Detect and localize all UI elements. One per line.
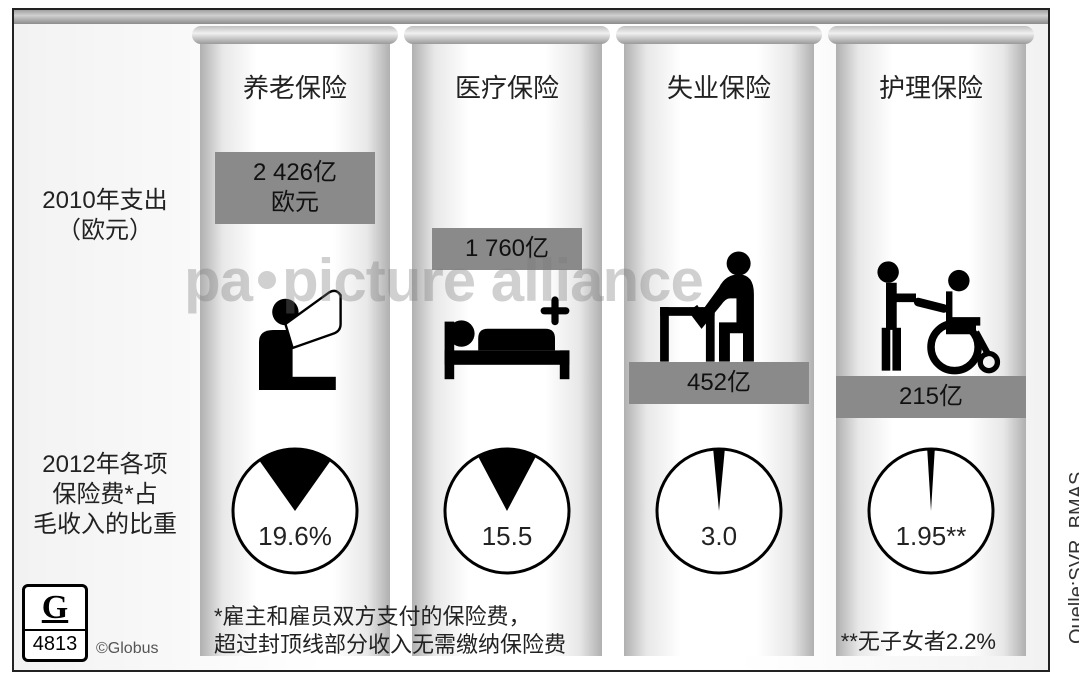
- pillar-cap: [828, 26, 1034, 44]
- pie-percent-label: 19.6%: [230, 521, 360, 552]
- footnote-employer: *雇主和雇员双方支付的保险费， 超过封顶线部分收入无需缴纳保险费: [214, 603, 566, 660]
- column-title: 护理保险: [836, 68, 1026, 105]
- column-icon: [220, 276, 370, 396]
- column-icon: [432, 276, 582, 396]
- left-label-row2-line3: 毛收入的比重: [33, 511, 177, 538]
- expenditure-value: 452亿: [629, 362, 809, 404]
- left-label-row1-line2: （欧元）: [57, 217, 153, 244]
- source-label: Quelle:SVR, BMAS: [1066, 0, 1079, 684]
- pie-percent-label: 1.95**: [866, 521, 996, 552]
- globus-letter: G: [25, 591, 85, 625]
- column-title: 养老保险: [200, 68, 390, 105]
- left-label-row1-line1: 2010年支出: [42, 187, 167, 214]
- pillar-cap: [404, 26, 610, 44]
- column-icon: [644, 246, 794, 366]
- expenditure-value: 215亿: [836, 376, 1026, 418]
- pillar-2: 失业保险 452亿 3.0: [624, 36, 814, 656]
- wheelchair-carer-icon: [856, 256, 1006, 376]
- expenditure-value: 1 760亿: [432, 228, 582, 270]
- reading-icon: [230, 276, 360, 396]
- contribution-pie: [654, 446, 784, 576]
- pie-wrap: 1.95**: [866, 446, 996, 576]
- outer-frame: 2010年支出 （欧元） 2012年各项 保险费*占 毛收入的比重 养老保险 2…: [12, 8, 1050, 672]
- column-title: 失业保险: [624, 68, 814, 105]
- pillar-3: 护理保险 215亿 1.95**: [836, 36, 1026, 656]
- hospital-bed-icon: [432, 276, 582, 396]
- footnote1-line2: 超过封顶线部分收入无需缴纳保险费: [214, 632, 566, 657]
- contribution-pie: [442, 446, 572, 576]
- top-bar: [14, 10, 1048, 24]
- contribution-pie: [230, 446, 360, 576]
- pillar-0: 养老保险 2 426亿欧元 19.6%: [200, 36, 390, 656]
- column-title: 医疗保险: [412, 68, 602, 105]
- pie-percent-label: 15.5: [442, 521, 572, 552]
- pillar-cap: [192, 26, 398, 44]
- expenditure-value: 2 426亿欧元: [215, 152, 375, 224]
- contribution-pie: [866, 446, 996, 576]
- pillar-cap: [616, 26, 822, 44]
- pie-wrap: 19.6%: [230, 446, 360, 576]
- pie-wrap: 15.5: [442, 446, 572, 576]
- left-label-expenditure: 2010年支出 （欧元）: [20, 186, 190, 246]
- left-label-row2-line1: 2012年各项: [42, 451, 167, 478]
- globus-badge: G 4813: [22, 584, 88, 662]
- column-icon: [856, 256, 1006, 376]
- footnote-childless: **无子女者2.2%: [841, 624, 996, 656]
- globus-number: 4813: [25, 629, 85, 656]
- pie-percent-label: 3.0: [654, 521, 784, 552]
- left-label-contribution: 2012年各项 保险费*占 毛收入的比重: [20, 450, 190, 540]
- pie-wrap: 3.0: [654, 446, 784, 576]
- pillar-1: 医疗保险 1 760亿 15.5: [412, 36, 602, 656]
- footnote1-line1: *雇主和雇员双方支付的保险费，: [214, 604, 531, 629]
- left-label-row2-line2: 保险费*占: [52, 481, 157, 508]
- globus-credit: ©Globus: [96, 640, 158, 658]
- desk-person-icon: [649, 246, 789, 366]
